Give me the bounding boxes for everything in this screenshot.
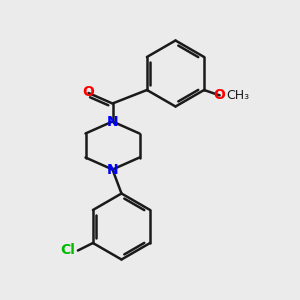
Text: CH₃: CH₃ bbox=[227, 89, 250, 102]
Text: Cl: Cl bbox=[60, 244, 75, 257]
Text: N: N bbox=[107, 163, 118, 176]
Text: O: O bbox=[82, 85, 94, 98]
Text: N: N bbox=[107, 115, 118, 128]
Text: O: O bbox=[214, 88, 226, 102]
